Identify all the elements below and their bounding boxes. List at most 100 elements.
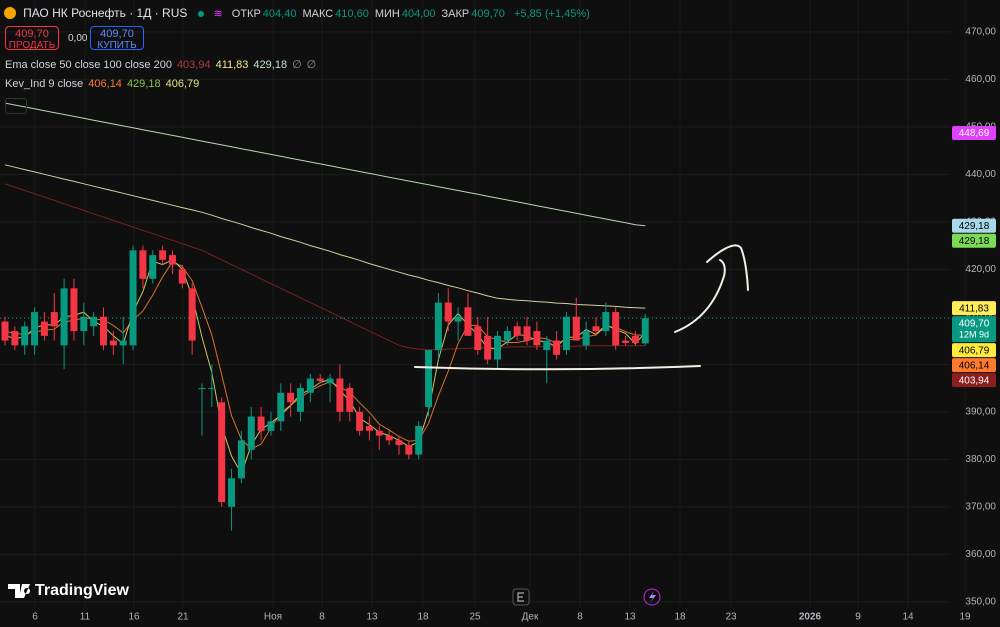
price-label <box>952 358 996 373</box>
candle-body <box>100 316 107 346</box>
candle-body <box>119 340 127 346</box>
price-label-text: 406,14 <box>959 360 990 371</box>
price-label-text: 448,69 <box>959 128 990 139</box>
candle-body <box>306 378 314 393</box>
brand-text: TradingView <box>35 582 130 599</box>
ohlc-key: МИН <box>374 8 400 20</box>
indicator-value: 406,79 <box>165 78 200 90</box>
indicator-line <box>4 164 646 309</box>
indicator-row: Ema close 50 close 100 close 200 403,94 41… <box>5 58 316 71</box>
candle-body <box>168 255 176 265</box>
ohlc-key: МАКС <box>302 8 334 20</box>
x-tick-label: 6 <box>32 612 38 623</box>
x-tick-label: 19 <box>959 612 971 623</box>
candle-body <box>454 316 462 322</box>
price-label-text: 411,83 <box>959 303 989 314</box>
x-tick-label: 23 <box>725 612 737 623</box>
sell-price: 409,70 <box>15 28 49 40</box>
candle-body <box>228 478 236 507</box>
candle-body <box>90 316 98 327</box>
y-tick-label: 470,00 <box>965 26 996 37</box>
candle-body <box>297 388 304 412</box>
candle-body <box>543 340 551 351</box>
candle-body <box>178 269 186 284</box>
candle-body <box>80 316 88 332</box>
indicator-line <box>4 183 646 351</box>
y-tick-label: 360,00 <box>965 549 996 560</box>
indicator-value: 403,94 <box>176 59 211 71</box>
ohlc-value: 409,70 <box>471 8 505 20</box>
indicator-value: 429,18 <box>253 59 288 71</box>
price-label-sub: 12М 9d <box>959 330 989 340</box>
candle-body <box>70 288 78 332</box>
candle-body <box>316 378 324 381</box>
candle-body <box>40 321 48 336</box>
candle-body <box>326 378 334 384</box>
candle-body <box>612 312 620 346</box>
x-tick-label: 8 <box>319 612 325 623</box>
candle-body <box>425 350 433 408</box>
x-tick-label: 25 <box>469 612 481 623</box>
x-tick-label: 9 <box>855 612 861 623</box>
y-tick-label: 370,00 <box>965 501 996 512</box>
change: +5,85 (+1,45%) <box>513 8 590 20</box>
x-tick-label: 18 <box>674 612 686 623</box>
symbol-row: ПАО НК Роснефть · 1Д · RUS ≋ ОТКР 404,40 М… <box>4 6 596 20</box>
price-label <box>952 316 996 343</box>
indicator-row: Kev_Ind 9 close 406,14 429,18 406,79 <box>5 78 199 90</box>
collapse-button[interactable] <box>5 98 27 114</box>
price-label <box>952 233 996 248</box>
candle-body <box>533 331 541 346</box>
events-button[interactable] <box>643 588 661 606</box>
compare-icon: ≋ <box>213 8 223 20</box>
candle-body <box>257 416 265 431</box>
price-label-text: 429,18 <box>959 221 990 232</box>
buy-label: КУПИТЬ <box>97 40 137 51</box>
candle-body <box>218 402 226 503</box>
indicator-value: 411,83 <box>215 59 249 71</box>
candle-body <box>365 426 373 431</box>
x-tick-label: 8 <box>577 612 583 623</box>
y-tick-label: 420,00 <box>965 264 996 275</box>
price-label <box>952 343 996 358</box>
candle-body <box>247 416 255 450</box>
candle-body <box>109 340 117 346</box>
price-label-text: 409,70 <box>959 318 990 329</box>
ohlc-key: ОТКР <box>231 8 261 20</box>
candle-body <box>641 318 649 344</box>
y-tick-label: 350,00 <box>965 596 996 607</box>
buy-button[interactable]: 409,70 КУПИТЬ <box>90 26 144 51</box>
x-tick-label: 14 <box>902 612 914 623</box>
candle-body <box>592 326 600 332</box>
indicator-value: ∅ <box>292 59 302 71</box>
candle-body <box>553 340 561 355</box>
support-line <box>414 365 701 371</box>
sell-button[interactable]: 409,70 ПРОДАТЬ <box>5 26 59 51</box>
x-tick-label: 2026 <box>799 612 822 623</box>
x-tick-label: 16 <box>128 612 140 623</box>
y-tick-label: 390,00 <box>965 406 996 417</box>
price-label <box>952 218 996 233</box>
candle-body <box>513 326 521 336</box>
price-label <box>952 126 996 141</box>
candle-body <box>484 335 492 360</box>
candle-body <box>237 440 245 479</box>
indicator-value: 429,18 <box>126 78 161 90</box>
axis-icons <box>512 588 661 606</box>
indicator-name: Kev_Ind 9 close <box>5 78 84 90</box>
candle-body <box>395 440 403 446</box>
candle-body <box>198 388 206 390</box>
x-tick-label: Ноя <box>264 612 282 623</box>
e-button[interactable] <box>512 588 530 606</box>
candle-body <box>602 312 610 332</box>
indicator-line <box>4 102 646 227</box>
ohlc-key: ЗАКР <box>441 8 470 20</box>
price-label <box>952 301 996 316</box>
candle-body <box>31 312 39 346</box>
x-tick-label: 18 <box>417 612 429 623</box>
candle-body <box>464 307 472 336</box>
candle-body <box>60 288 68 346</box>
